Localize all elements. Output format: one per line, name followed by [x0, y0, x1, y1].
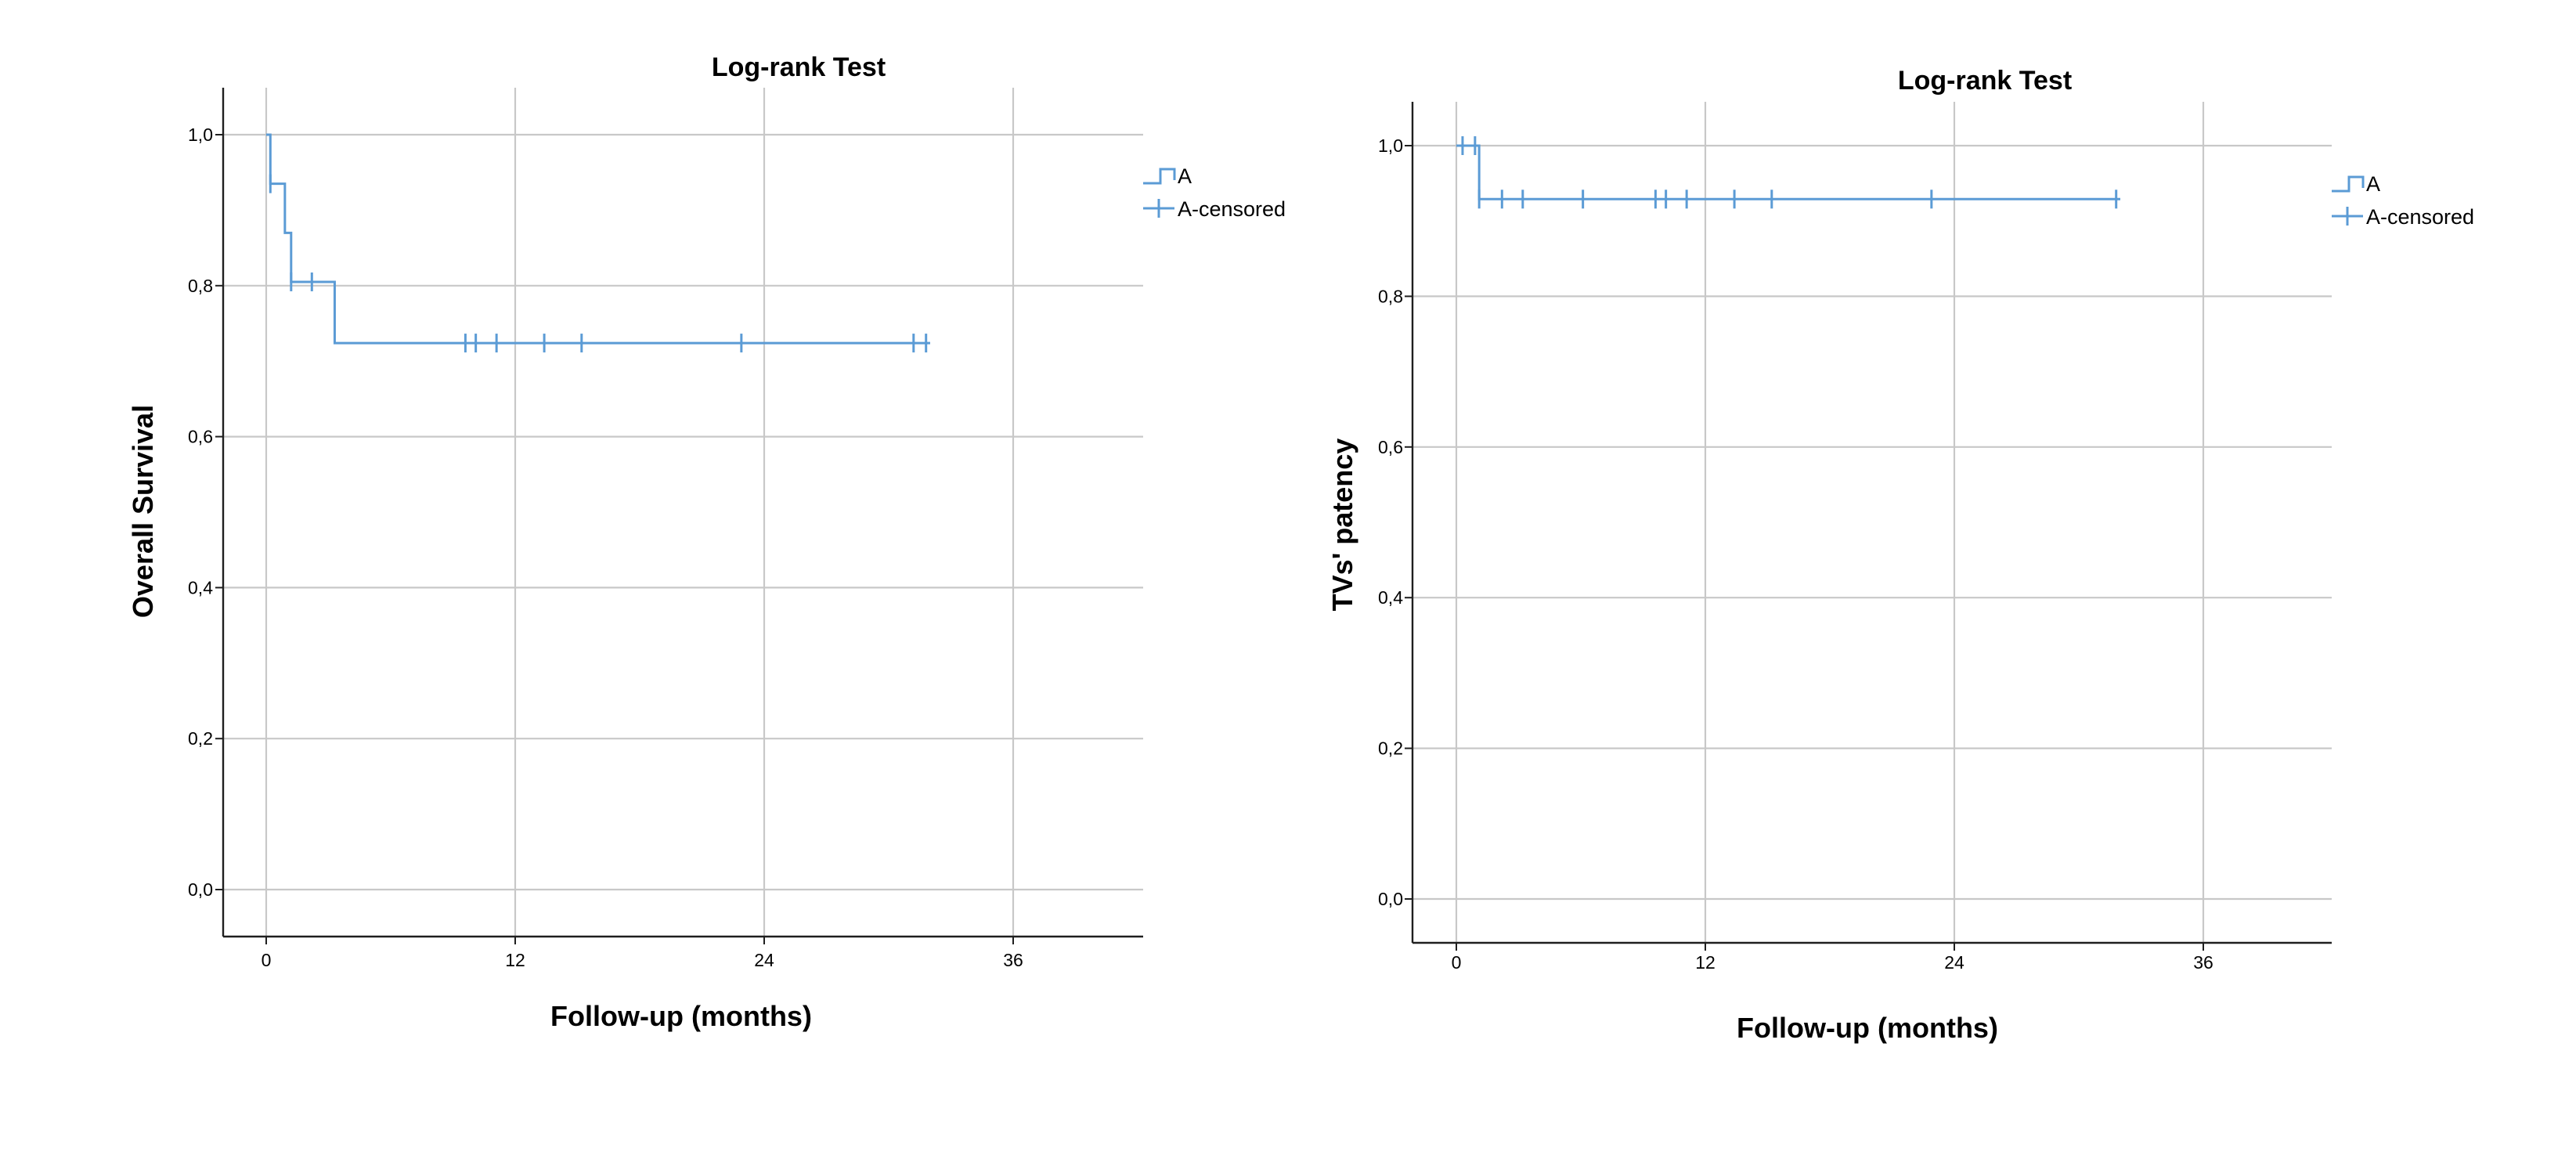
x-tick-label: 36: [2193, 952, 2213, 973]
x-tick-label: 36: [1003, 950, 1023, 970]
y-tick-label: 1,0: [1378, 135, 1403, 156]
y-tick-label: 1,0: [188, 125, 213, 145]
x-tick-label: 0: [262, 950, 272, 970]
y-axis-title: TVs' patency: [1326, 439, 1358, 612]
y-tick-label: 0,8: [1378, 286, 1403, 306]
y-tick-label: 0,6: [1378, 437, 1403, 457]
survival-step-line: [266, 133, 930, 345]
legend-label-a-censored: A-censored: [2366, 205, 2474, 229]
survival-step-line: [1456, 144, 2120, 200]
y-tick-label: 0,2: [188, 728, 213, 749]
chart-title: Log-rank Test: [712, 52, 886, 82]
x-axis-title: Follow-up (months): [550, 1000, 812, 1032]
legend-label-a: A: [2366, 172, 2380, 196]
y-tick-label: 0,4: [188, 577, 213, 597]
chart-overall-survival: 0,0 0,2 0,4 0,6 0,8 1,0 0 12 24 36 Log-rank Test Fo…: [127, 52, 1286, 1032]
chart-tvs-patency: 0,0 0,2 0,4 0,6 0,8 1,0 0 12 24 36 Log-rank Test Fo…: [1326, 66, 2474, 1044]
x-tick-label: 12: [1695, 952, 1716, 973]
y-tick-label: 0,6: [188, 427, 213, 447]
legend-label-a: A: [1178, 164, 1192, 188]
x-axis-title: Follow-up (months): [1737, 1012, 1998, 1044]
legend-label-a-censored: A-censored: [1178, 197, 1286, 221]
chart-title: Log-rank Test: [1898, 66, 2072, 96]
y-tick-label: 0,0: [1378, 889, 1403, 909]
y-tick-label: 0,0: [188, 879, 213, 900]
y-axis-title: Overall Survival: [127, 405, 159, 618]
x-tick-label: 0: [1452, 952, 1462, 973]
y-tick-label: 0,8: [188, 276, 213, 296]
legend-step-icon: [2332, 175, 2365, 193]
y-tick-label: 0,4: [1378, 587, 1403, 608]
legend-step-icon: [1143, 168, 1176, 185]
y-tick-label: 0,2: [1378, 738, 1403, 759]
x-tick-label: 24: [1944, 952, 1964, 973]
x-tick-label: 12: [505, 950, 525, 970]
x-tick-label: 24: [754, 950, 774, 970]
